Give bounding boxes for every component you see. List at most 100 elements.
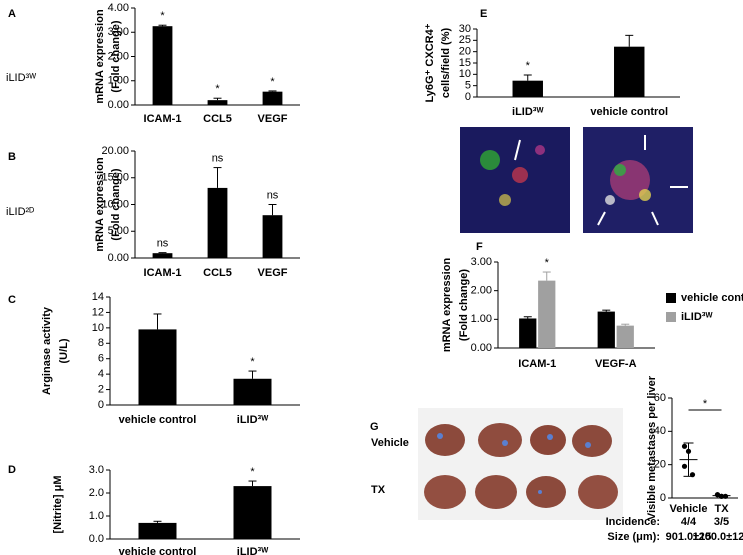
- bar: [138, 329, 177, 405]
- annotation: ns: [157, 238, 169, 250]
- legend-label: iLID³ᵂ: [681, 311, 713, 323]
- y-tick-label: 20: [459, 46, 471, 58]
- arrow: [651, 211, 659, 226]
- liver: [425, 424, 465, 456]
- data-point: [681, 463, 688, 469]
- y-tick-label: 8: [98, 337, 104, 349]
- y-tick-label: 0: [660, 492, 666, 504]
- y-axis-label: (U/L): [58, 338, 70, 363]
- metastasis: [538, 490, 542, 494]
- cell-stain: [614, 164, 626, 176]
- data-point: [681, 443, 688, 449]
- bar: [616, 325, 634, 348]
- bar: [152, 26, 173, 105]
- y-tick-label: 0.00: [108, 99, 129, 111]
- bar: [233, 486, 272, 539]
- y-axis-label: Visible metastases per liver: [646, 375, 658, 520]
- panel-letter: F: [476, 241, 483, 253]
- table-cell: Incidence:: [606, 516, 660, 528]
- y-axis-label: mRNA expression: [94, 157, 106, 252]
- y-tick-label: 20.00: [101, 145, 129, 157]
- cell-stain: [535, 145, 545, 155]
- y-tick-label: 1.00: [471, 313, 492, 325]
- x-tick-label: vehicle control: [590, 106, 668, 118]
- y-tick-label: 14: [92, 291, 104, 303]
- y-tick-label: 15.00: [101, 172, 129, 184]
- bar: [597, 311, 615, 348]
- photo-label: TX: [371, 484, 386, 496]
- x-tick-label: CCL5: [203, 267, 232, 279]
- y-tick-label: 60: [654, 392, 666, 404]
- cell-stain: [480, 150, 500, 170]
- annotation: *: [703, 398, 708, 410]
- metastasis: [502, 440, 508, 446]
- liver: [475, 475, 517, 509]
- metastasis: [437, 433, 443, 439]
- y-axis-label: (Fold change): [110, 20, 122, 92]
- cell-stain: [639, 189, 651, 201]
- y-tick-label: 0: [465, 91, 471, 103]
- y-tick-label: 4.00: [108, 2, 129, 14]
- y-tick-label: 5: [465, 80, 471, 92]
- y-tick-label: 3.0: [89, 464, 104, 476]
- y-tick-label: 15: [459, 57, 471, 69]
- x-tick-label: vehicle control: [119, 546, 197, 555]
- x-tick-label: iLID³ᵂ: [237, 546, 269, 555]
- bar: [233, 378, 272, 405]
- y-tick-label: 6: [98, 353, 104, 365]
- x-tick-label: VEGF: [258, 113, 288, 125]
- liver: [424, 475, 466, 509]
- panel-letter: A: [8, 8, 16, 20]
- arrow: [514, 139, 521, 161]
- bar: [262, 91, 283, 105]
- y-tick-label: 2: [98, 383, 104, 395]
- bar: [207, 100, 228, 105]
- y-axis-label: cells/field (%): [440, 28, 452, 99]
- metastasis: [585, 442, 591, 448]
- y-tick-label: 20: [654, 459, 666, 471]
- y-tick-label: 40: [654, 425, 666, 437]
- x-tick-label: CCL5: [203, 113, 232, 125]
- table-cell: Size (μm):: [607, 531, 660, 543]
- liver: [572, 425, 612, 457]
- x-tick-label: ICAM-1: [144, 267, 182, 279]
- legend-swatch: [666, 312, 676, 322]
- photo-label: Vehicle: [371, 437, 409, 449]
- x-tick-label: ICAM-1: [144, 113, 182, 125]
- panel-letter: G: [370, 421, 379, 433]
- y-axis-label: mRNA expression: [94, 9, 106, 104]
- y-axis-label: Ly6G⁺ CXCR4⁺: [424, 23, 436, 102]
- annotation: ns: [212, 152, 224, 164]
- cell-stain: [512, 167, 528, 183]
- legend-label: vehicle control: [681, 292, 743, 304]
- bar: [138, 522, 177, 539]
- panel-letter: B: [8, 151, 16, 163]
- y-tick-label: 2.00: [108, 50, 129, 62]
- annotation: ns: [267, 189, 279, 201]
- y-axis-label: (Fold change): [110, 168, 122, 240]
- y-axis-label: mRNA expression: [441, 258, 453, 353]
- x-tick-label: ICAM-1: [518, 358, 556, 370]
- y-axis-label: (Fold change): [458, 269, 470, 341]
- side-label: iLID³ᵂ: [6, 72, 36, 84]
- x-tick-label: Vehicle: [670, 503, 708, 515]
- y-tick-label: 0: [98, 399, 104, 411]
- y-tick-label: 10.00: [101, 198, 129, 210]
- y-tick-label: 1.00: [108, 75, 129, 87]
- y-tick-label: 3.00: [108, 26, 129, 38]
- liver: [526, 476, 566, 508]
- y-tick-label: 0.00: [108, 252, 129, 264]
- y-tick-label: 4: [98, 368, 104, 380]
- y-tick-label: 30: [459, 23, 471, 35]
- x-tick-label: iLID³ᵂ: [512, 106, 544, 118]
- table-cell: 901.0±15: [666, 531, 712, 543]
- bar: [519, 318, 537, 348]
- x-tick-label: vehicle control: [119, 414, 197, 426]
- y-tick-label: 10: [459, 68, 471, 80]
- micrograph-left: [460, 127, 570, 233]
- y-tick-label: 5.00: [108, 225, 129, 237]
- x-tick-label: VEGF: [258, 267, 288, 279]
- y-tick-label: 0.00: [471, 342, 492, 354]
- annotation: *: [250, 466, 255, 478]
